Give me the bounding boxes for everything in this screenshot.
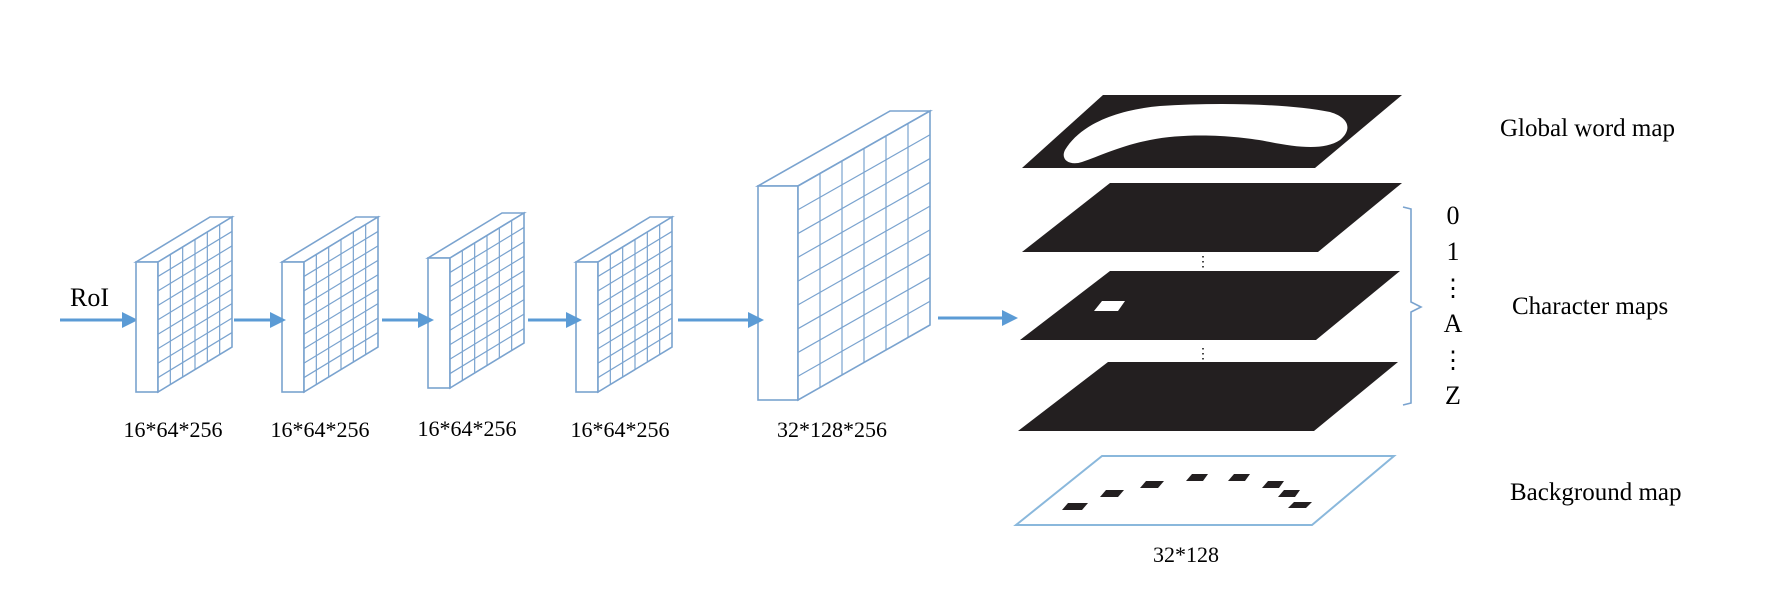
char-index-0: 0 xyxy=(1447,201,1460,230)
background-map-label: Background map xyxy=(1510,479,1681,506)
char-index-1: 1 xyxy=(1447,237,1460,266)
character-map-0 xyxy=(1022,183,1402,252)
arrow-block1-block2 xyxy=(234,312,286,328)
input-arrow xyxy=(60,312,138,328)
char-index-z: Z xyxy=(1445,381,1461,410)
block-3-size-label: 16*64*256 xyxy=(418,416,517,441)
between-dots-upper: ⋮ xyxy=(1196,255,1210,270)
global-word-map-label: Global word map xyxy=(1500,115,1675,142)
global-word-map xyxy=(1022,95,1402,168)
feature-block-1 xyxy=(133,215,235,394)
character-map-z xyxy=(1018,362,1398,431)
arrow-block2-block3 xyxy=(382,312,434,328)
character-map-a xyxy=(1020,271,1400,340)
character-mark xyxy=(1094,301,1125,311)
block-4-size-label: 16*64*256 xyxy=(571,417,670,442)
background-map xyxy=(1013,455,1397,526)
block-2-size-label: 16*64*256 xyxy=(271,417,370,442)
map-size-label: 32*128 xyxy=(1153,542,1219,567)
feature-block-4 xyxy=(573,215,675,394)
block-1-size-label: 16*64*256 xyxy=(124,417,223,442)
block-5-size-label: 32*128*256 xyxy=(777,417,887,442)
between-dots-lower: ⋮ xyxy=(1196,347,1210,362)
character-maps-brace xyxy=(1402,206,1423,406)
feature-block-3 xyxy=(425,211,527,390)
arrow-block5-maps xyxy=(938,310,1018,326)
word-shape xyxy=(1063,104,1348,164)
character-maps-label: Character maps xyxy=(1512,293,1668,320)
background-marks xyxy=(1062,474,1312,510)
arrow-block3-block4 xyxy=(528,312,582,328)
arrow-block4-block5 xyxy=(678,312,764,328)
feature-block-5 xyxy=(754,109,934,402)
roi-label: RoI xyxy=(70,283,109,312)
feature-block-2 xyxy=(279,215,381,394)
char-index-a: A xyxy=(1444,309,1463,338)
char-index-dots-2: ⋮ xyxy=(1441,348,1465,374)
char-index-dots-1: ⋮ xyxy=(1441,276,1465,302)
